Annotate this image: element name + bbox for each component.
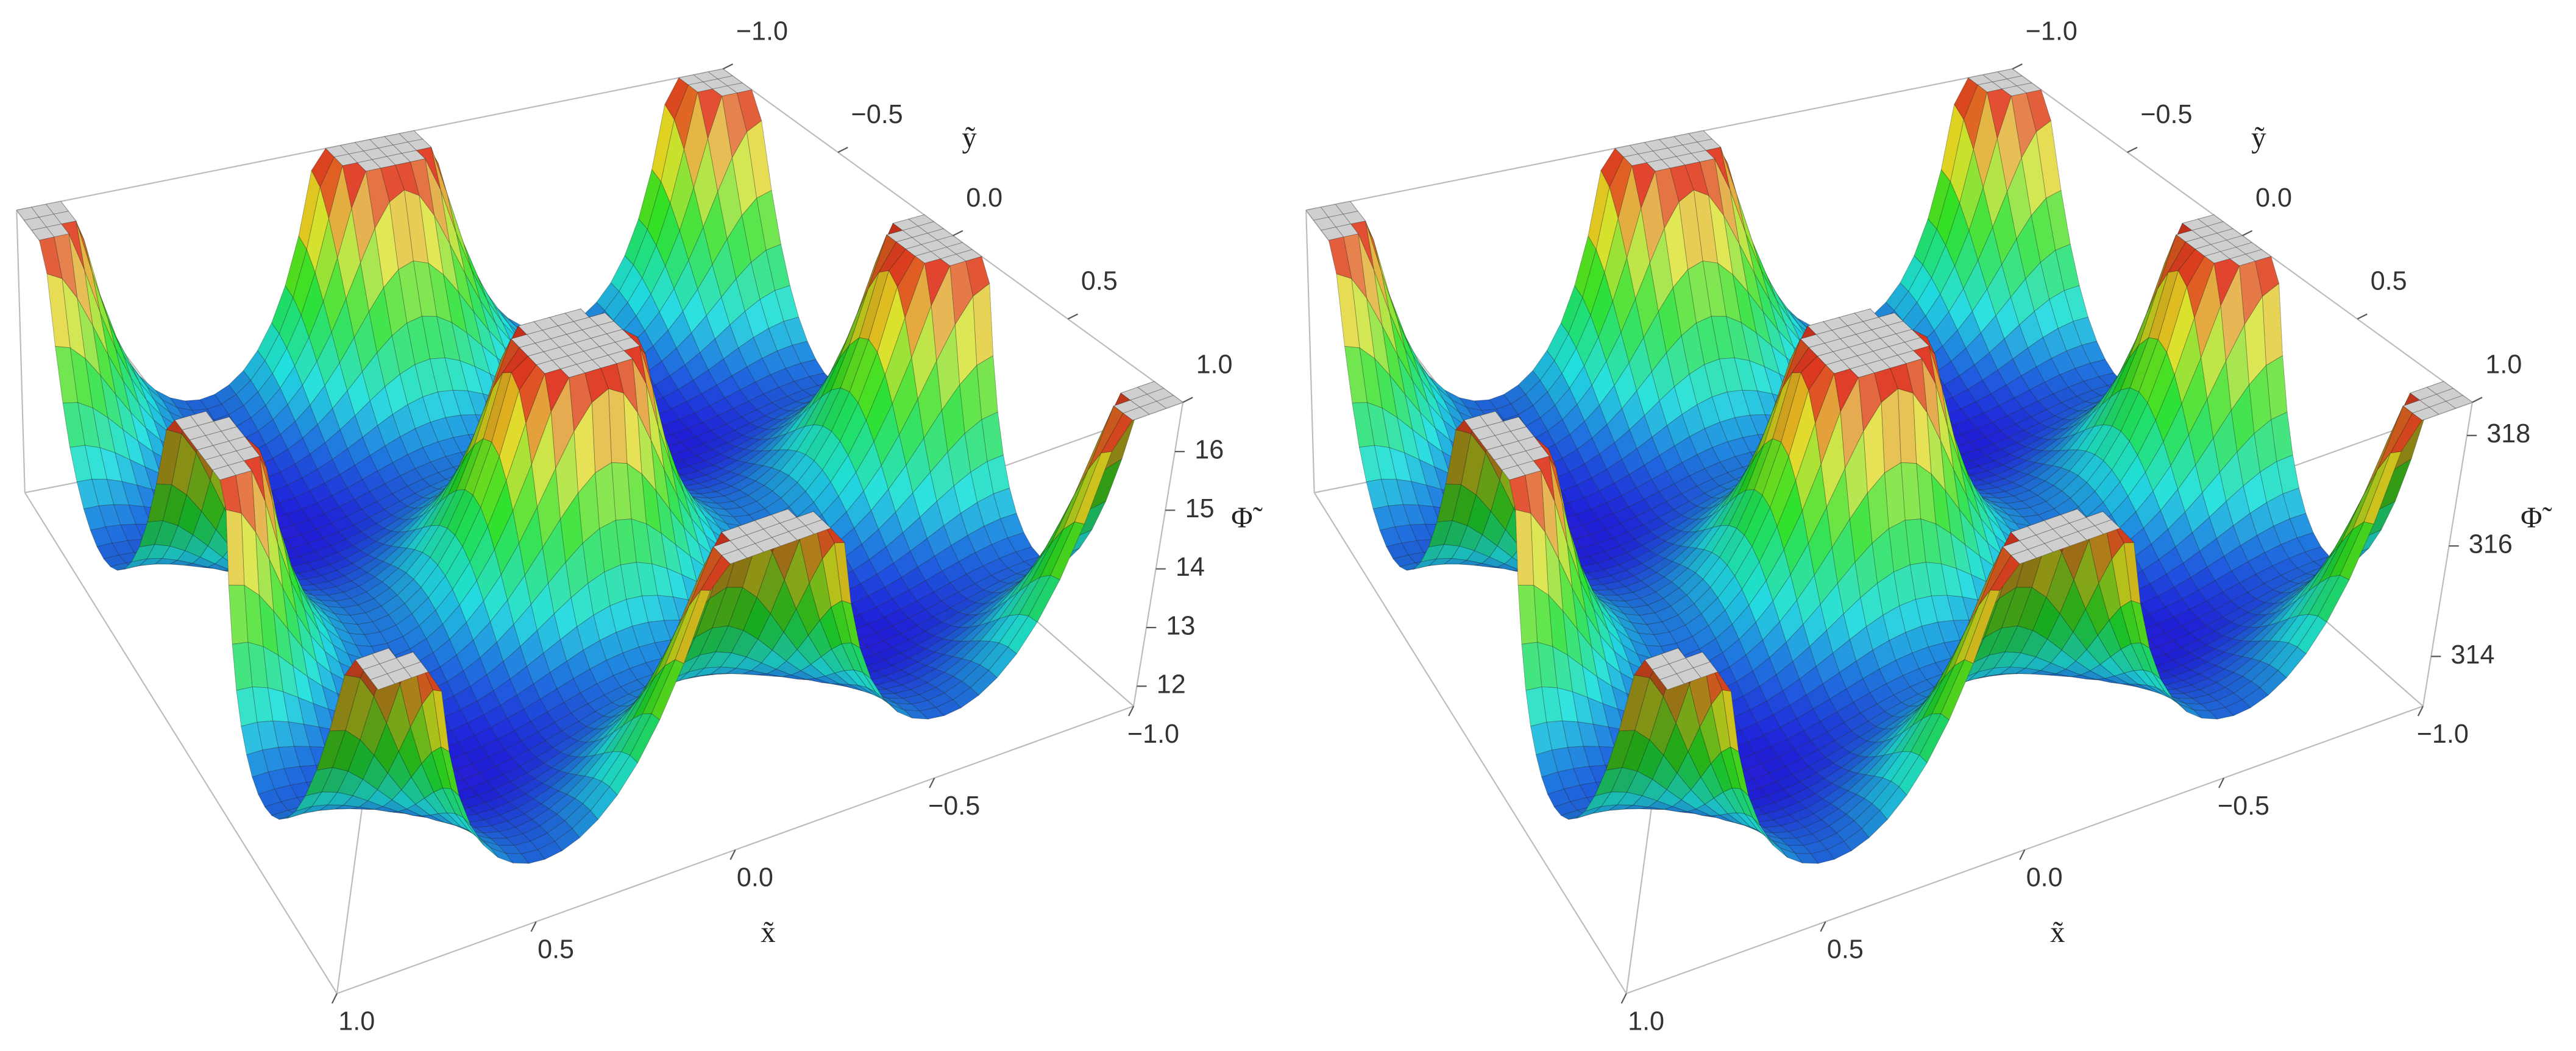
surface-plot: −1.0 −0.5 0.0 0.5 1.0 x̃ −1.0 −0.5 0.0 0.5 1.0 ỹ 12 1… bbox=[16, 16, 1263, 1036]
y-tick bbox=[2241, 230, 2253, 236]
y-tick bbox=[722, 63, 733, 70]
z-tick-label: 314 bbox=[2451, 640, 2495, 670]
y-tick bbox=[2127, 146, 2138, 153]
z-tick-label: 15 bbox=[1185, 494, 1215, 523]
y-tick-label: 0.5 bbox=[1081, 267, 1118, 296]
y-tick bbox=[837, 146, 848, 153]
z-axis-label: Φ̃ bbox=[2521, 502, 2552, 534]
x-tick bbox=[1620, 993, 1627, 1004]
z-tick-label: 16 bbox=[1194, 436, 1224, 465]
x-tick bbox=[331, 993, 338, 1004]
z-tick-label: 316 bbox=[2469, 529, 2513, 559]
z-axis-label: Φ̃ bbox=[1231, 502, 1262, 534]
z-tick-label: 318 bbox=[2486, 419, 2530, 448]
y-tick-label: 0.5 bbox=[2371, 267, 2407, 296]
x-axis-label: x̃ bbox=[2050, 916, 2065, 949]
y-tick-label: −1.0 bbox=[736, 16, 788, 46]
y-tick bbox=[1067, 313, 1078, 320]
x-tick-label: −0.5 bbox=[2218, 791, 2269, 821]
x-tick-label: −0.5 bbox=[928, 791, 980, 821]
surface bbox=[1305, 68, 2473, 864]
x-tick-label: 0.0 bbox=[737, 863, 773, 893]
surface-patch bbox=[1517, 584, 1538, 645]
y-axis-label: ỹ bbox=[962, 122, 977, 154]
y-axis-label: ỹ bbox=[2251, 122, 2266, 154]
x-tick-label: 1.0 bbox=[1628, 1007, 1664, 1036]
surface-patch bbox=[1515, 509, 1535, 586]
y-tick bbox=[2012, 63, 2023, 70]
y-tick-label: 1.0 bbox=[1196, 350, 1233, 379]
x-axis-label: x̃ bbox=[761, 916, 775, 949]
y-tick bbox=[2472, 397, 2483, 403]
surface-patch bbox=[225, 509, 245, 586]
y-tick-label: −0.5 bbox=[2140, 100, 2192, 129]
box-edge bbox=[1133, 402, 1184, 707]
surface bbox=[16, 68, 1184, 864]
x-tick-label: 0.0 bbox=[2026, 863, 2063, 893]
y-tick bbox=[1182, 397, 1193, 403]
surface-plot: −1.0 −0.5 0.0 0.5 1.0 x̃ −1.0 −0.5 0.0 0.5 1.0 ỹ 314… bbox=[1305, 16, 2552, 1036]
x-tick-label: 1.0 bbox=[338, 1007, 375, 1036]
x-tick-label: −1.0 bbox=[1127, 720, 1179, 749]
box-edge bbox=[16, 210, 26, 493]
z-tick-label: 14 bbox=[1176, 553, 1205, 582]
x-tick-label: −1.0 bbox=[2417, 720, 2469, 749]
y-tick-label: −1.0 bbox=[2026, 16, 2077, 46]
z-tick-label: 13 bbox=[1166, 611, 1195, 640]
x-tick-label: 0.5 bbox=[538, 935, 574, 964]
z-tick-label: 12 bbox=[1157, 670, 1186, 699]
y-tick-label: 1.0 bbox=[2485, 350, 2522, 379]
y-tick-label: 0.0 bbox=[2255, 183, 2292, 213]
x-tick-label: 0.5 bbox=[1827, 935, 1864, 964]
y-tick bbox=[2357, 313, 2368, 320]
box-edge bbox=[1305, 210, 1315, 493]
y-tick-label: −0.5 bbox=[851, 100, 903, 129]
surface-patch bbox=[228, 584, 249, 645]
y-tick-label: 0.0 bbox=[966, 183, 1002, 213]
box-edge bbox=[24, 492, 338, 994]
y-tick bbox=[953, 230, 963, 236]
